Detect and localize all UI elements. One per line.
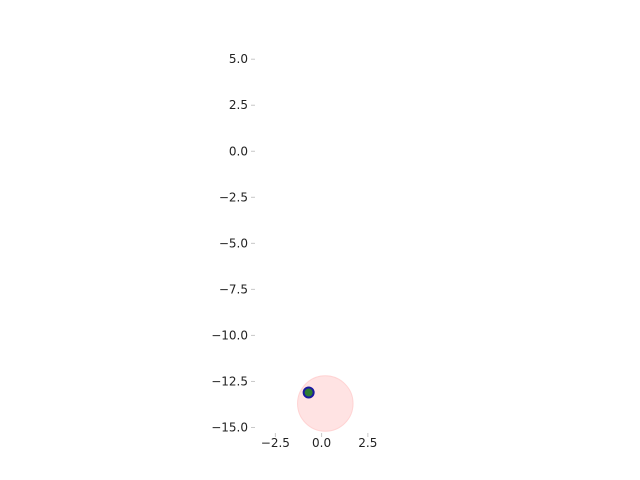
ticks-layer: 5.0 2.5 0.0 −2.5 −5.0 −7.5 −10.0 −12.5 −15.0 −2.5… <box>211 52 377 450</box>
y-tick-label: −2.5 <box>219 190 248 204</box>
y-tick-label: 5.0 <box>229 52 248 66</box>
y-tick-label: −15.0 <box>211 420 248 434</box>
data-point <box>302 386 315 399</box>
y-tick-label: −10.0 <box>211 328 248 342</box>
marks-layer <box>297 375 354 432</box>
x-tick-label: 0.0 <box>312 436 331 450</box>
y-tick-label: 0.0 <box>229 144 248 158</box>
x-tick-label: 2.5 <box>358 436 377 450</box>
y-tick-label: 2.5 <box>229 98 248 112</box>
y-tick-label: −12.5 <box>211 374 248 388</box>
y-tick-label: −5.0 <box>219 236 248 250</box>
x-tick-label: −2.5 <box>261 436 290 450</box>
highlight-circle <box>297 375 354 432</box>
y-tick-label: −7.5 <box>219 282 248 296</box>
